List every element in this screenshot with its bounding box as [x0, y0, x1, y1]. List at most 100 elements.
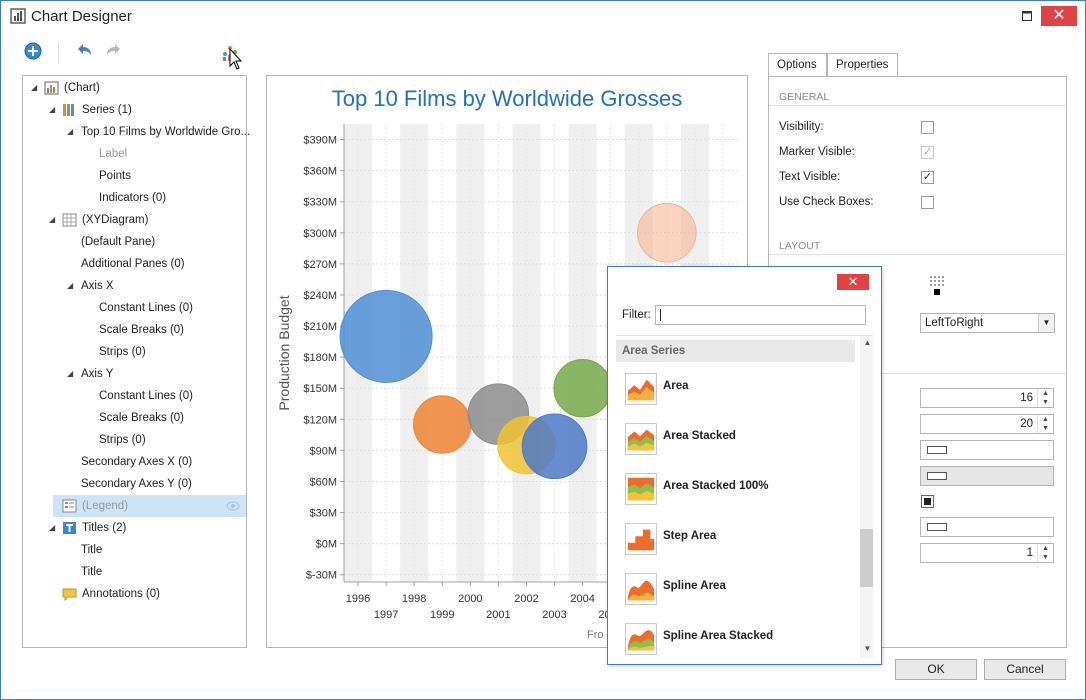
- series-type-item[interactable]: Area Stacked: [616, 418, 855, 458]
- visibility-checkbox[interactable]: [921, 121, 934, 134]
- redo-icon[interactable]: [103, 40, 125, 62]
- popup-close-button[interactable]: ✕: [837, 274, 869, 290]
- y-tick-label: $270M: [303, 259, 337, 271]
- tree-item[interactable]: Secondary Axes Y (0): [23, 473, 246, 495]
- popup-scrollbar[interactable]: ▲ ▼: [860, 336, 873, 658]
- tree-item[interactable]: ◢ Series (1): [23, 99, 246, 121]
- tab-options[interactable]: Options: [768, 53, 827, 77]
- expand-arrow-icon[interactable]: ◢: [67, 369, 74, 378]
- tree-item[interactable]: Annotations (0): [23, 583, 246, 605]
- series-type-item[interactable]: Step Area: [616, 518, 855, 558]
- x-tick-label: 2004: [570, 593, 594, 605]
- series-type-label: Area Stacked 100%: [663, 480, 769, 492]
- filter-input[interactable]: [655, 305, 866, 325]
- text-visible-checkbox[interactable]: ✓: [921, 171, 934, 184]
- direction-value: LeftToRight: [925, 317, 984, 329]
- text-caret: [660, 309, 661, 321]
- cancel-button[interactable]: Cancel: [984, 659, 1066, 680]
- add-icon[interactable]: [22, 40, 44, 62]
- close-button[interactable]: ✕: [1041, 6, 1077, 26]
- chevron-up-icon[interactable]: ▲: [863, 338, 872, 347]
- app-icon: [10, 8, 26, 24]
- series-type-item[interactable]: Spline Area Stacked: [616, 618, 855, 658]
- marker-visible-checkbox[interactable]: ✓: [921, 146, 934, 159]
- tree-item[interactable]: ◢ (Chart): [23, 77, 246, 99]
- tree-item-label: (XYDiagram): [82, 214, 149, 226]
- series-type-label: Spline Area: [663, 580, 726, 592]
- tree-item-label: Secondary Axes Y (0): [81, 478, 192, 490]
- tree-item[interactable]: (Legend): [53, 495, 246, 517]
- spin-editor[interactable]: 1 ▲ ▼: [920, 543, 1054, 563]
- tree-item[interactable]: Strips (0): [23, 429, 246, 451]
- use-check-boxes-checkbox[interactable]: [921, 196, 934, 209]
- spin-arrows-icon[interactable]: ▲ ▼: [1037, 389, 1053, 407]
- ok-button[interactable]: OK: [895, 659, 977, 680]
- color-editor[interactable]: [920, 440, 1054, 460]
- series-type-item[interactable]: Spline Area: [616, 568, 855, 608]
- tree-item[interactable]: Constant Lines (0): [23, 297, 246, 319]
- scrollbar-thumb[interactable]: [860, 529, 873, 587]
- tree-item[interactable]: Points: [23, 165, 246, 187]
- tab-properties[interactable]: Properties: [827, 53, 898, 77]
- expand-arrow-icon[interactable]: ◢: [49, 215, 56, 224]
- tree-item[interactable]: ◢ Top 10 Films by Worldwide Gro...: [23, 121, 250, 143]
- x-tick-label: 2003: [542, 609, 566, 621]
- spin-value: 20: [1020, 418, 1033, 430]
- chevron-down-icon: ▼: [1038, 314, 1054, 332]
- titles-icon: [63, 522, 76, 534]
- y-tick-label: $240M: [303, 290, 337, 302]
- visibility-eye-icon[interactable]: [226, 501, 240, 511]
- color-swatch: [927, 446, 947, 454]
- tree-item[interactable]: ◢ Axis Y: [23, 363, 246, 385]
- color-editor[interactable]: [920, 517, 1054, 537]
- tree-item-label: Indicators (0): [99, 192, 167, 204]
- tree-item[interactable]: Secondary Axes X (0): [23, 451, 246, 473]
- section-divider: [769, 373, 1066, 374]
- tree-item[interactable]: Constant Lines (0): [23, 385, 246, 407]
- color-swatch: [927, 472, 947, 480]
- series-type-label: Area Stacked: [663, 430, 736, 442]
- undo-icon[interactable]: [73, 40, 95, 62]
- chevron-down-icon[interactable]: ▼: [863, 644, 872, 653]
- series-type-item[interactable]: Area Stacked 100%: [616, 468, 855, 508]
- tree-item-label: Top 10 Films by Worldwide Gro...: [81, 126, 251, 138]
- expand-arrow-icon[interactable]: ◢: [49, 523, 56, 532]
- tree-item-label: Scale Breaks (0): [99, 324, 185, 336]
- option-checkbox[interactable]: [921, 495, 934, 508]
- spin-editor[interactable]: 16 ▲ ▼: [920, 388, 1054, 408]
- tree-item[interactable]: ◢ Axis X: [23, 275, 246, 297]
- spin-editor[interactable]: 20 ▲ ▼: [920, 414, 1054, 434]
- tree-item[interactable]: Scale Breaks (0): [23, 319, 246, 341]
- title-bar: Chart Designer ✕: [1, 1, 1085, 32]
- expand-arrow-icon[interactable]: ◢: [67, 127, 74, 136]
- tree-item-label: Secondary Axes X (0): [81, 456, 193, 468]
- tree-item[interactable]: Scale Breaks (0): [23, 407, 246, 429]
- alignment-grid-icon[interactable]: [929, 275, 945, 297]
- spin-arrows-icon[interactable]: ▲ ▼: [1037, 544, 1053, 562]
- tree-item[interactable]: (Default Pane): [23, 231, 246, 253]
- tree-item[interactable]: Title: [23, 561, 246, 583]
- tree-item[interactable]: Strips (0): [23, 341, 246, 363]
- tree-item[interactable]: ◢ Titles (2): [23, 517, 246, 539]
- tree-item-label: Strips (0): [99, 434, 146, 446]
- maximize-button[interactable]: [1014, 6, 1040, 26]
- series-type-item[interactable]: Area: [616, 368, 855, 408]
- expand-arrow-icon[interactable]: ◢: [67, 281, 74, 290]
- y-tick-label: $180M: [303, 352, 337, 364]
- expand-arrow-icon[interactable]: ◢: [31, 83, 38, 92]
- spin-arrows-icon[interactable]: ▲ ▼: [1037, 415, 1053, 433]
- direction-combo[interactable]: LeftToRight ▼: [920, 313, 1055, 333]
- bubble-point: [339, 289, 433, 383]
- y-tick-label: $210M: [303, 321, 337, 333]
- tree-item[interactable]: Title: [23, 539, 246, 561]
- tree-item[interactable]: ◢ (XYDiagram): [23, 209, 246, 231]
- tree-item[interactable]: Additional Panes (0): [23, 253, 246, 275]
- tree-item-label: Annotations (0): [82, 588, 160, 600]
- expand-arrow-icon[interactable]: ◢: [49, 105, 56, 114]
- tree-item[interactable]: Indicators (0): [23, 187, 246, 209]
- area-stacked-100-icon: [625, 473, 657, 505]
- color-editor[interactable]: [920, 466, 1054, 486]
- tree-item[interactable]: Label: [23, 143, 246, 165]
- x-tick-label: 1998: [402, 593, 426, 605]
- tree-item-label: (Default Pane): [81, 236, 156, 248]
